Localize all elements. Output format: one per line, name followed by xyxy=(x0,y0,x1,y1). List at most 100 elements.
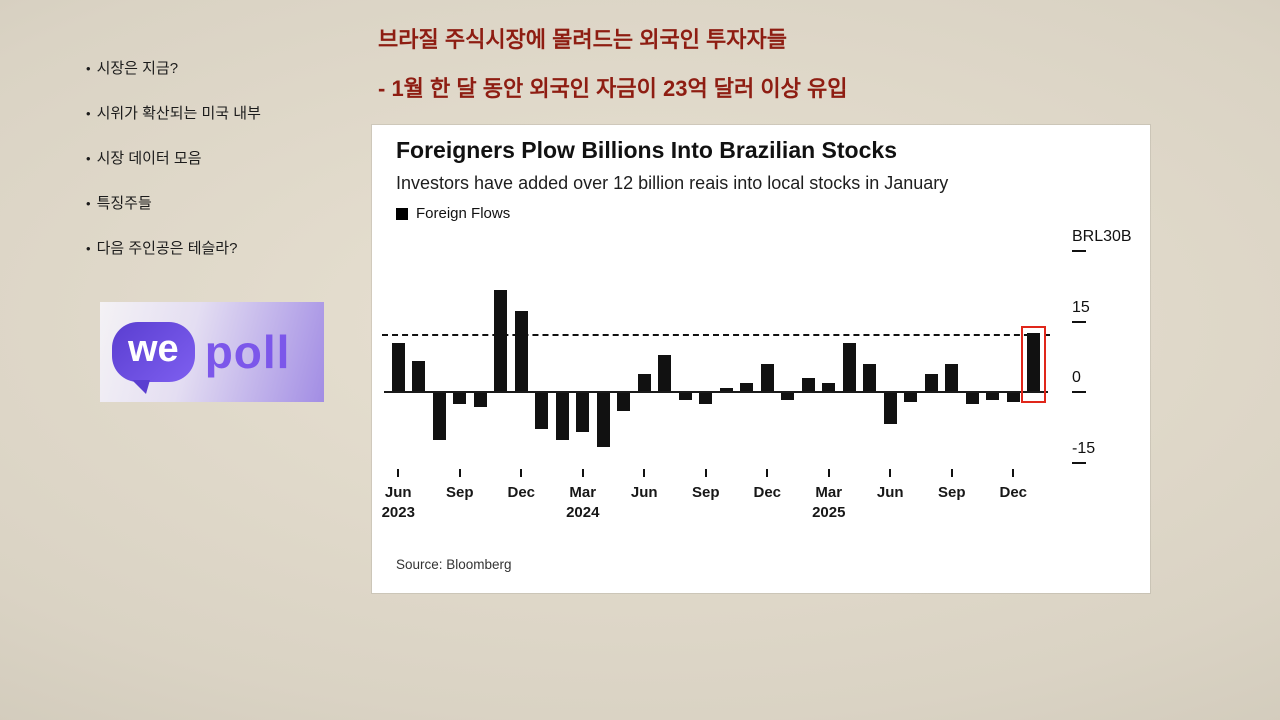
y-tick-label: 0 xyxy=(1072,369,1081,387)
bullet-icon: • xyxy=(86,196,91,211)
bar xyxy=(494,289,508,393)
x-tick-mark xyxy=(643,469,646,477)
bar xyxy=(719,387,733,393)
y-axis: BRL30B 15 0 -15 xyxy=(1072,228,1142,482)
x-tick-year-label: 2025 xyxy=(812,504,846,521)
logo-poll-text: poll xyxy=(204,326,291,378)
sidebar-item-label: 시장은 지금? xyxy=(96,60,179,77)
bar xyxy=(740,383,754,393)
sidebar-item-label: 시위가 확산되는 미국 내부 xyxy=(96,105,261,122)
bar xyxy=(596,392,610,447)
highlight-box xyxy=(1021,326,1047,404)
sidebar-item: • 다음 주인공은 테슬라? xyxy=(86,240,356,258)
bullet-icon: • xyxy=(86,61,91,76)
headline: 브라질 주식시장에 몰려드는 외국인 투자자들 - 1월 한 달 동안 외국인 … xyxy=(378,22,847,103)
x-tick-mark xyxy=(827,469,830,477)
x-tick-label: Sep xyxy=(445,484,474,501)
bullet-icon: • xyxy=(86,106,91,121)
legend: Foreign Flows xyxy=(396,205,510,222)
bar xyxy=(473,392,487,407)
x-tick-label: Dec xyxy=(753,484,782,501)
sidebar-list: • 시장은 지금? • 시위가 확산되는 미국 내부 • 시장 데이터 모음 • 특징주들 • 다… xyxy=(86,60,356,285)
bullet-icon: • xyxy=(86,241,91,256)
bar xyxy=(1006,392,1020,402)
x-tick-label: Sep xyxy=(937,484,966,501)
x-tick-label: Mar 2025 xyxy=(797,483,861,523)
sidebar-item-label: 특징주들 xyxy=(96,195,152,212)
y-tick-label: BRL30B xyxy=(1072,228,1132,246)
y-tick-mark xyxy=(1072,250,1086,253)
wepoll-logo: we poll xyxy=(100,302,324,402)
bar xyxy=(453,392,467,405)
bar xyxy=(658,354,672,393)
headline-line1: 브라질 주식시장에 몰려드는 외국인 투자자들 xyxy=(378,27,788,52)
sidebar-item: • 특징주들 xyxy=(86,195,356,213)
x-tick-mark xyxy=(889,469,892,477)
bar xyxy=(904,392,918,402)
x-tick-mark xyxy=(704,469,707,477)
legend-swatch-icon xyxy=(396,207,408,220)
y-tick-mark xyxy=(1072,462,1086,465)
bar xyxy=(986,392,1000,400)
y-tick-mark xyxy=(1072,320,1086,323)
bar xyxy=(576,392,590,433)
logo-we-text: we xyxy=(128,328,179,370)
bar xyxy=(1027,333,1041,393)
x-tick-year-label: 2023 xyxy=(381,504,415,521)
chart-title: Foreigners Plow Billions Into Brazilian … xyxy=(396,137,897,163)
bar xyxy=(432,392,446,440)
y-tick-label: -15 xyxy=(1072,440,1096,458)
bar xyxy=(945,364,959,393)
bar xyxy=(412,360,426,393)
x-tick-mark xyxy=(766,469,769,477)
bar xyxy=(883,392,897,425)
sidebar-item-label: 다음 주인공은 테슬라? xyxy=(96,240,238,257)
x-tick-label: Jun 2023 xyxy=(366,483,430,523)
speech-bubble-icon: we xyxy=(112,322,195,394)
bar xyxy=(781,392,795,400)
x-tick-label: Jun xyxy=(630,484,658,501)
sidebar-item: • 시장은 지금? xyxy=(86,60,356,78)
zero-axis-line xyxy=(384,391,1048,394)
bar xyxy=(842,343,856,393)
bar xyxy=(699,392,713,405)
bar xyxy=(555,392,569,440)
headline-line2: - 1월 한 달 동안 외국인 자금이 23억 달러 이상 유입 xyxy=(378,76,848,101)
x-tick-mark xyxy=(458,469,461,477)
bar xyxy=(822,383,836,393)
x-tick-year-label: 2024 xyxy=(566,504,600,521)
bar xyxy=(801,378,815,393)
bar xyxy=(514,310,528,393)
bar xyxy=(617,392,631,412)
bullet-icon: • xyxy=(86,151,91,166)
x-tick-mark xyxy=(950,469,953,477)
x-tick-label: Dec xyxy=(999,484,1028,501)
y-tick-label: 15 xyxy=(1072,298,1090,316)
x-tick-label: Mar 2024 xyxy=(551,483,615,523)
sidebar-item: • 시장 데이터 모음 xyxy=(86,150,356,168)
x-tick-mark xyxy=(397,469,400,477)
bar xyxy=(535,392,549,430)
plot-area: Jun 2023 Sep Dec Mar 2024 Jun Sep Dec Mar 2025 Jun S… xyxy=(382,237,1050,521)
source-label: Source: Bloomberg xyxy=(396,557,512,572)
x-tick-label: Sep xyxy=(691,484,720,501)
bar xyxy=(863,364,877,393)
bar xyxy=(760,364,774,393)
x-tick-mark xyxy=(1012,469,1015,477)
bar xyxy=(637,373,651,393)
sidebar-item: • 시위가 확산되는 미국 내부 xyxy=(86,105,356,123)
x-tick-label: Dec xyxy=(507,484,536,501)
bar xyxy=(391,343,405,393)
x-tick-mark xyxy=(581,469,584,477)
chart-subtitle: Investors have added over 12 billion rea… xyxy=(396,173,949,193)
x-tick-label: Jun xyxy=(876,484,904,501)
bar xyxy=(678,392,692,400)
chart-card: Foreigners Plow Billions Into Brazilian … xyxy=(372,125,1150,593)
legend-label: Foreign Flows xyxy=(416,205,511,222)
bar xyxy=(965,392,979,405)
y-tick-mark xyxy=(1072,391,1086,394)
sidebar-item-label: 시장 데이터 모음 xyxy=(96,150,202,167)
reference-dashed-line xyxy=(382,333,1050,336)
x-tick-mark xyxy=(520,469,523,477)
